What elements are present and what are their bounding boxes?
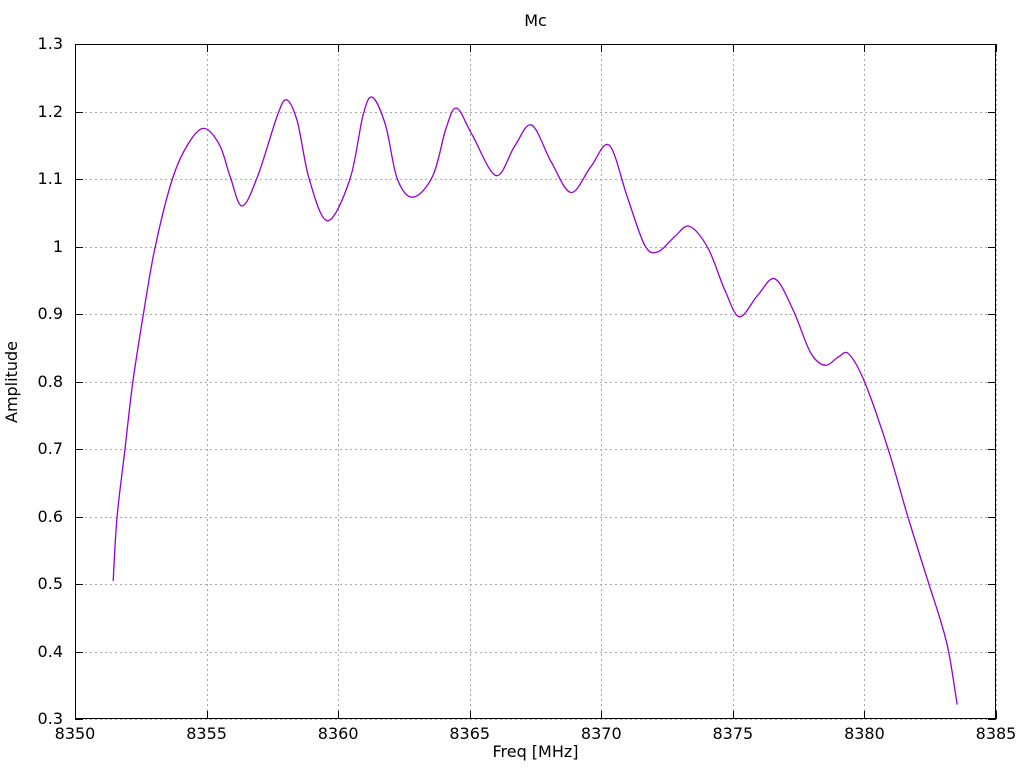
series-line-Mc <box>112 96 958 705</box>
y-tick-label: 0.3 <box>37 709 63 728</box>
x-tick-label: 8360 <box>317 724 359 743</box>
grid-lines <box>75 44 997 720</box>
plot-frame <box>75 44 996 719</box>
y-tick-label: 1 <box>52 236 63 256</box>
x-tick-label: 8370 <box>580 724 622 743</box>
x-tick-label: 8355 <box>186 724 227 743</box>
x-axis-label: Freq [MHz] <box>492 742 579 761</box>
x-tick-label: 8385 <box>975 724 1017 743</box>
y-tick-label: 0.5 <box>37 574 63 593</box>
chart-title: Mc <box>524 11 547 30</box>
x-tick-label: 8380 <box>844 724 885 743</box>
y-tick-label: 0.4 <box>37 641 63 661</box>
y-tick-label: 0.7 <box>37 439 63 458</box>
y-tick-label: 1.2 <box>37 101 63 121</box>
y-tick-label: 0.9 <box>37 304 63 323</box>
x-tick-label: 8375 <box>712 724 754 743</box>
y-tick-label: 1.1 <box>37 169 63 188</box>
axis-ticks <box>75 44 997 720</box>
y-tick-label: 0.6 <box>37 506 63 526</box>
y-tick-label: 0.8 <box>37 371 63 391</box>
y-tick-label: 1.3 <box>37 34 63 53</box>
x-tick-label: 8350 <box>54 724 96 743</box>
x-tick-label: 8365 <box>449 724 491 743</box>
